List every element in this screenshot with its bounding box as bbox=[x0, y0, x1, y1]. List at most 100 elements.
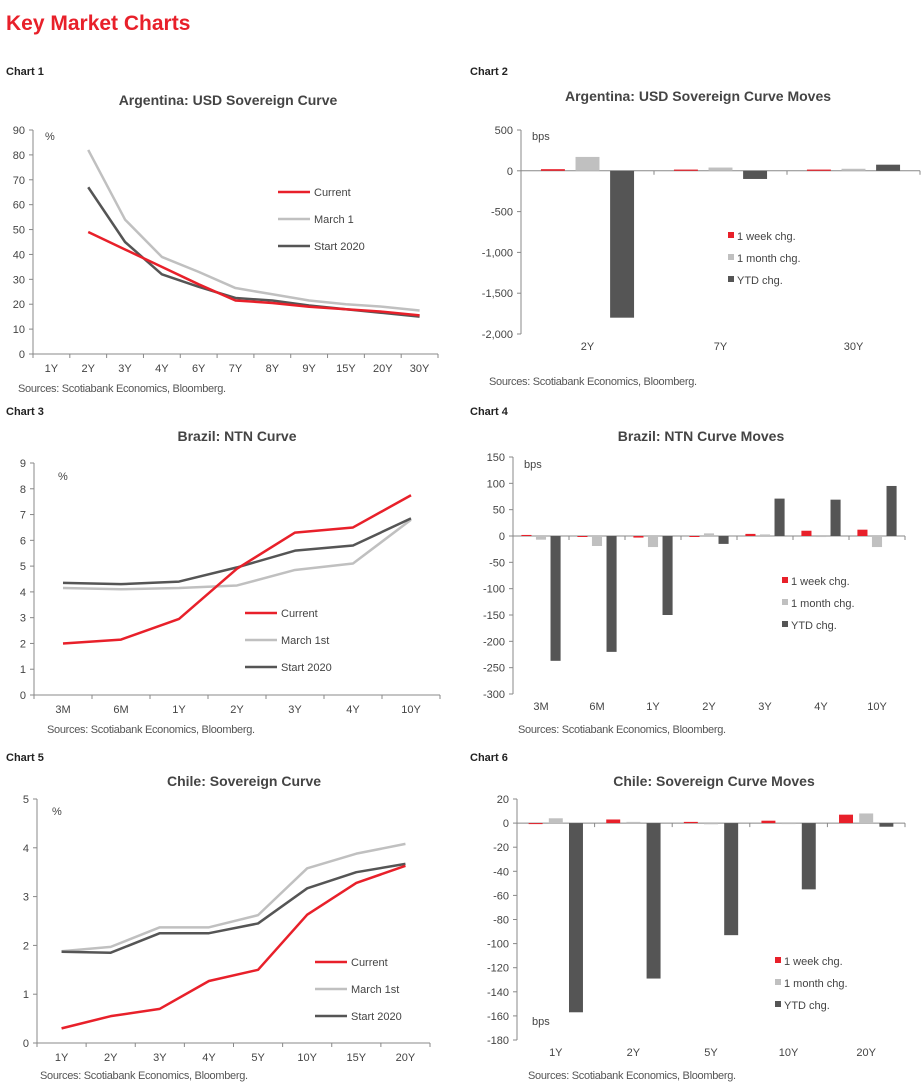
chart-4-bar-1-week-chg--4Y bbox=[801, 530, 812, 536]
chart-2-y-tick-label: -2,000 bbox=[482, 329, 513, 341]
chart-4-x-tick-label: 4Y bbox=[814, 701, 828, 713]
chart-1-y-tick-label: 40 bbox=[13, 249, 25, 261]
chart-2-x-tick-label: 7Y bbox=[714, 341, 728, 353]
chart-4-y-tick-label: -150 bbox=[483, 610, 505, 622]
chart-3-x-tick-label: 10Y bbox=[401, 704, 421, 716]
chart-3-x-tick-label: 1Y bbox=[172, 704, 186, 716]
chart-2-bar-1-week-chg--2Y bbox=[540, 169, 565, 171]
chart-6-bar-ytd-chg--20Y bbox=[879, 823, 894, 827]
chart-4-bar-ytd-chg--4Y bbox=[830, 499, 841, 536]
chart-6-y-tick-label: -20 bbox=[493, 842, 509, 854]
chart-4-bar-1-month-chg--1Y bbox=[647, 536, 659, 548]
chart-1-title: Argentina: USD Sovereign Curve bbox=[118, 92, 338, 108]
chart-5-x-tick-label: 2Y bbox=[104, 1052, 118, 1064]
chart-5-legend-label: Start 2020 bbox=[351, 1011, 402, 1023]
chart-3-y-tick-label: 3 bbox=[20, 613, 26, 625]
chart-4-bar-ytd-chg--2Y bbox=[718, 536, 729, 544]
chart-2-y-tick-label: 500 bbox=[495, 125, 513, 137]
chart-4-x-tick-label: 6M bbox=[589, 701, 604, 713]
chart-4-x-tick-label: 3M bbox=[533, 701, 548, 713]
chart-1-series-march-1 bbox=[87, 149, 420, 312]
chart-6-legend-swatch bbox=[775, 957, 781, 963]
chart-6-y-tick-label: 20 bbox=[497, 794, 509, 806]
chart-3-y-tick-label: 0 bbox=[20, 690, 26, 702]
chart-2-unit-label: bps bbox=[532, 131, 550, 143]
chart-6-bar-1-month-chg--1Y bbox=[548, 818, 563, 824]
chart-4-y-tick-label: -250 bbox=[483, 663, 505, 675]
chart-4-bar-ytd-chg--10Y bbox=[886, 485, 897, 536]
chart-3-series-current bbox=[62, 494, 412, 645]
chart-1-x-tick-label: 6Y bbox=[192, 363, 206, 375]
page-title: Key Market Charts bbox=[6, 12, 191, 35]
chart-5-y-tick-label: 2 bbox=[23, 940, 29, 952]
chart-1-legend-label: March 1 bbox=[314, 214, 354, 226]
chart-4-bar-1-week-chg--3Y bbox=[745, 533, 756, 536]
chart-4-x-tick-label: 3Y bbox=[758, 701, 772, 713]
chart-1-x-tick-label: 3Y bbox=[118, 363, 132, 375]
chart-2-y-tick-label: -500 bbox=[491, 207, 513, 219]
chart-4-legend-swatch bbox=[782, 599, 788, 605]
chart-2-source: Sources: Scotiabank Economics, Bloomberg… bbox=[489, 376, 697, 388]
chart-2-bar-1-month-chg--2Y bbox=[575, 156, 600, 171]
chart-3-y-tick-label: 6 bbox=[20, 535, 26, 547]
chart-3-y-tick-label: 4 bbox=[20, 587, 26, 599]
chart-3-y-tick-label: 8 bbox=[20, 484, 26, 496]
chart-4-bar-1-month-chg--4Y bbox=[815, 536, 827, 538]
chart-5-y-tick-label: 0 bbox=[23, 1038, 29, 1050]
chart-6-x-tick-label: 20Y bbox=[856, 1047, 876, 1059]
chart-4-bar-1-week-chg--10Y bbox=[857, 529, 868, 536]
chart-1-series-start-2020 bbox=[87, 186, 420, 318]
chart-1-series-current bbox=[87, 230, 420, 317]
chart-4-bar-1-week-chg--1Y bbox=[633, 536, 644, 538]
chart-3-x-tick-label: 6M bbox=[113, 704, 128, 716]
chart-2-label: Chart 2 bbox=[470, 66, 508, 78]
chart-4-bar-ytd-chg--6M bbox=[606, 536, 617, 652]
chart-1-x-tick-label: 15Y bbox=[336, 363, 356, 375]
chart-2-bar-1-month-chg--7Y bbox=[708, 167, 733, 171]
chart-1-x-tick-label: 7Y bbox=[229, 363, 243, 375]
chart-4-y-tick-label: 150 bbox=[487, 452, 505, 464]
chart-5-y-tick-label: 4 bbox=[23, 843, 29, 855]
chart-4-y-tick-label: -50 bbox=[489, 557, 505, 569]
chart-1-y-tick-label: 0 bbox=[19, 349, 25, 361]
chart-3-y-tick-label: 5 bbox=[20, 561, 26, 573]
chart-5-title: Chile: Sovereign Curve bbox=[166, 773, 322, 789]
chart-6-bar-1-week-chg--20Y bbox=[839, 814, 854, 824]
chart-3-title: Brazil: NTN Curve bbox=[177, 428, 297, 444]
chart-6-bar-1-week-chg--5Y bbox=[683, 821, 698, 824]
chart-1-x-tick-label: 4Y bbox=[155, 363, 169, 375]
chart-4-bar-ytd-chg--3Y bbox=[774, 498, 785, 536]
chart-1-x-tick-label: 1Y bbox=[45, 363, 59, 375]
chart-2-legend-label: 1 week chg. bbox=[737, 231, 796, 243]
chart-5-y-tick-label: 5 bbox=[23, 794, 29, 806]
chart-2-title: Argentina: USD Sovereign Curve Moves bbox=[564, 88, 832, 104]
chart-4-legend-swatch bbox=[782, 577, 788, 583]
chart-2-legend-swatch bbox=[728, 232, 734, 238]
chart-4-y-tick-label: 100 bbox=[487, 478, 505, 490]
chart-6-y-tick-label: 0 bbox=[503, 818, 509, 830]
chart-2-legend-swatch bbox=[728, 254, 734, 260]
chart-4-bar-1-month-chg--6M bbox=[591, 536, 603, 547]
chart-6-bar-1-month-chg--20Y bbox=[859, 813, 874, 824]
chart-3-series-march-1st bbox=[62, 518, 412, 591]
chart-1-source: Sources: Scotiabank Economics, Bloomberg… bbox=[18, 383, 226, 395]
chart-1-y-tick-label: 30 bbox=[13, 274, 25, 286]
chart-5-x-tick-label: 3Y bbox=[153, 1052, 167, 1064]
chart-4-legend-label: 1 week chg. bbox=[791, 576, 850, 588]
chart-3-legend-label: March 1st bbox=[281, 635, 329, 647]
chart-5-legend-label: March 1st bbox=[351, 984, 399, 996]
chart-1-label: Chart 1 bbox=[6, 66, 44, 78]
chart-2-legend-swatch bbox=[728, 276, 734, 282]
chart-1-x-tick-label: 20Y bbox=[373, 363, 393, 375]
chart-4-y-tick-label: -200 bbox=[483, 636, 505, 648]
chart-6-x-tick-label: 1Y bbox=[549, 1047, 563, 1059]
chart-2-legend-label: YTD chg. bbox=[737, 275, 783, 287]
chart-6-bar-ytd-chg--10Y bbox=[801, 823, 816, 890]
chart-3-y-tick-label: 9 bbox=[20, 458, 26, 470]
chart-5-x-tick-label: 5Y bbox=[251, 1052, 265, 1064]
chart-4-legend-label: 1 month chg. bbox=[791, 598, 855, 610]
chart-4-bar-ytd-chg--3M bbox=[550, 536, 561, 661]
chart-2-bar-ytd-chg--30Y bbox=[876, 164, 901, 171]
chart-6-unit-label: bps bbox=[532, 1016, 550, 1028]
